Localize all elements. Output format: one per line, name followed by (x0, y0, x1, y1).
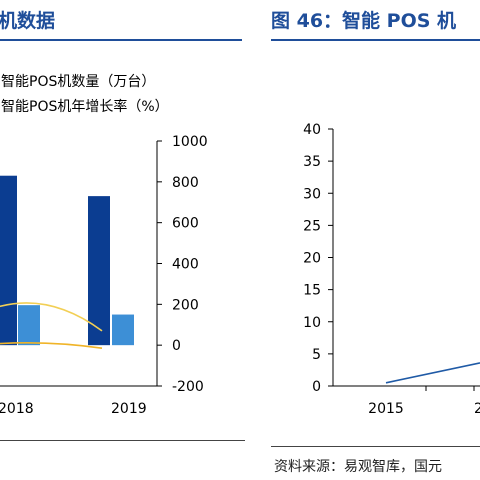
bar-2019-count (88, 196, 110, 346)
right-y-tick-5: 5 (312, 347, 321, 363)
left-bottom-rule (0, 440, 245, 441)
left-title-rule (0, 39, 242, 41)
bar-2018-growth (18, 305, 40, 346)
left-x-tick-2018: 2018 (0, 401, 34, 417)
source-rule (271, 446, 480, 447)
legend-label-2: 智能POS机年增长率（%） (1, 98, 169, 115)
right-title-rule (271, 39, 480, 41)
right-x-tick-2015: 2015 (368, 401, 404, 417)
left-y-tick-400: 400 (172, 257, 199, 273)
left-y-tick-0: 0 (172, 338, 181, 354)
bar-2019-growth (112, 314, 134, 346)
right-x-tick-2: 2 (474, 401, 480, 417)
right-y-tick-35: 35 (303, 154, 321, 170)
left-y-tick-200: 200 (172, 297, 199, 313)
legend-label-1: 智能POS机数量（万台） (1, 74, 155, 90)
left-y-tick-800: 800 (172, 175, 199, 191)
right-y-tick-15: 15 (303, 283, 321, 299)
left-y-tick-600: 600 (172, 216, 199, 232)
right-y-tick-30: 30 (303, 186, 321, 202)
left-line-2 (0, 342, 103, 350)
left-y-tick-1000: 1000 (172, 134, 208, 150)
right-y-tick-10: 10 (303, 315, 321, 331)
left-line-1 (0, 302, 103, 332)
source-note: 资料来源：易观智库，国元 (274, 459, 442, 475)
right-y-tick-0: 0 (312, 379, 321, 395)
right-series-line (385, 362, 480, 384)
right-chart-title: 图 46：智能 POS 机 (271, 10, 457, 32)
bar-2018-count (0, 175, 17, 346)
left-y-tick--200: -200 (172, 379, 204, 395)
right-y-tick-25: 25 (303, 218, 321, 234)
right-y-tick-40: 40 (303, 122, 321, 138)
left-chart-title: 机数据 (0, 10, 56, 32)
left-x-tick-2019: 2019 (111, 401, 147, 417)
right-y-tick-20: 20 (303, 251, 321, 267)
